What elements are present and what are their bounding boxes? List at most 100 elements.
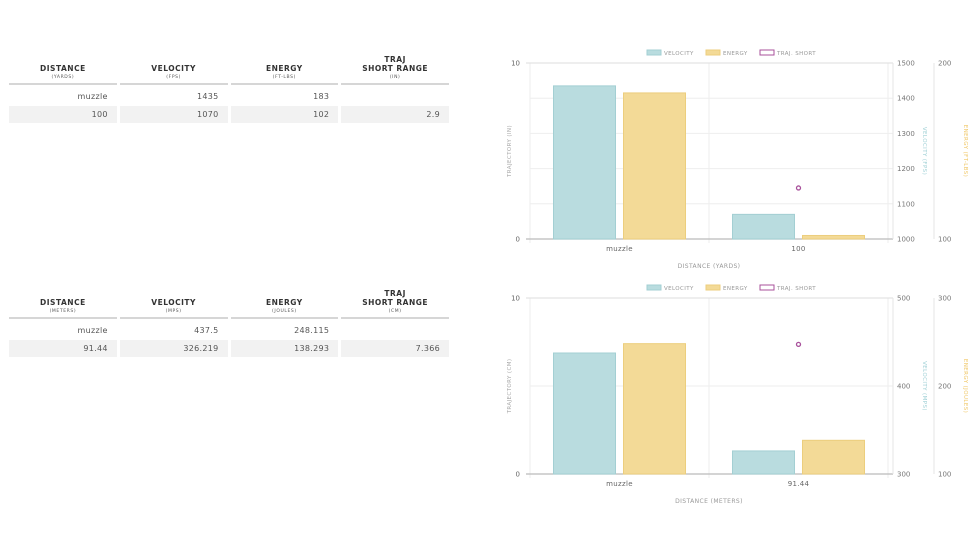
legend-swatch-traj-short <box>759 284 775 291</box>
column-header: VELOCITY (FPS) <box>119 52 228 85</box>
column-header: VELOCITY (MPS) <box>119 286 228 319</box>
x-axis-title: DISTANCE (YARDS) <box>678 263 741 270</box>
traj-axis-title: TRAJECTORY (IN) <box>507 125 513 178</box>
column-header: DISTANCE (YARDS) <box>9 52 117 85</box>
energy-tick-label: 200 <box>938 383 951 391</box>
column-unit: (JOULES) <box>272 309 297 314</box>
traj-tick-label: 0 <box>516 236 520 244</box>
velocity-tick-label: 1100 <box>897 200 915 208</box>
column-unit: (IN) <box>389 75 401 80</box>
imperial-table: DISTANCE (YARDS) VELOCITY (FPS) ENERGY (FT-LB… <box>9 52 449 123</box>
traj-tick-label: 10 <box>511 60 520 68</box>
table-row: 100 1070 102 2.9 <box>9 106 449 123</box>
legend-swatch-velocity <box>646 284 662 291</box>
legend-label: ENERGY <box>723 286 748 292</box>
table-cell: 183 <box>313 92 330 101</box>
velocity-tick-label: 400 <box>897 383 910 391</box>
energy-bar <box>802 439 865 475</box>
x-tick-label: muzzle <box>606 245 633 253</box>
imperial-chart: VELOCITY ENERGY TRAJ. SHORT 0 10 TRAJECTORY (… <box>507 49 968 270</box>
column-header: TRAJ SHORT RANGE (CM) <box>341 286 449 319</box>
table-cell <box>341 322 449 339</box>
table-cell <box>341 88 449 105</box>
velocity-tick-label: 1300 <box>897 130 915 138</box>
table-row: 91.44 326.219 138.293 7.366 <box>9 340 449 357</box>
traj-point <box>795 185 802 191</box>
column-title: DISTANCE <box>40 298 86 307</box>
table-cell: 2.9 <box>341 106 449 123</box>
column-unit: (METERS) <box>49 309 77 314</box>
table-row: muzzle 1435 183 <box>9 88 449 105</box>
legend-swatch-velocity <box>646 49 662 56</box>
column-title: ENERGY <box>266 64 303 73</box>
energy-tick-label: 100 <box>938 236 951 244</box>
column-title: VELOCITY <box>151 64 196 73</box>
energy-bar <box>623 343 686 475</box>
energy-axis-title: ENERGY (JOULES) <box>962 359 968 413</box>
velocity-tick-label: 1500 <box>897 60 915 68</box>
column-unit: (MPS) <box>165 309 182 314</box>
column-title: TRAJ SHORT RANGE <box>362 289 429 307</box>
x-tick-label: muzzle <box>606 480 633 488</box>
legend-label: ENERGY <box>723 51 748 57</box>
column-unit: (FPS) <box>166 75 181 80</box>
energy-tick-label: 100 <box>938 471 951 479</box>
table-cell: 248.115 <box>294 326 330 335</box>
column-header: DISTANCE (METERS) <box>9 286 117 319</box>
legend-label: TRAJ. SHORT <box>776 51 816 57</box>
velocity-bar <box>553 85 616 240</box>
table-cell: 102 <box>230 106 339 123</box>
table-cell: 7.366 <box>341 340 449 357</box>
column-header: ENERGY (FT-LBS) <box>230 52 339 85</box>
column-title: TRAJ SHORT RANGE <box>362 55 429 73</box>
traj-point <box>795 341 802 348</box>
energy-tick-label: 300 <box>938 295 951 303</box>
metric-chart: VELOCITY ENERGY TRAJ. SHORT 0 10 TRAJECTORY (… <box>507 284 968 505</box>
table-cell: 437.5 <box>194 326 219 335</box>
column-unit: (YARDS) <box>51 75 75 80</box>
x-tick-label: 91.44 <box>788 480 810 488</box>
legend-swatch-traj-short <box>759 49 775 56</box>
column-title: ENERGY <box>266 298 303 307</box>
velocity-bar <box>732 450 795 475</box>
table-row: muzzle 437.5 248.115 <box>9 322 449 339</box>
traj-axis-title: TRAJECTORY (CM) <box>507 359 513 415</box>
legend-label: VELOCITY <box>664 286 694 292</box>
table-cell: muzzle <box>77 326 108 335</box>
velocity-tick-label: 1200 <box>897 165 915 173</box>
table-cell: muzzle <box>77 92 108 101</box>
table-cell: 326.219 <box>119 340 228 357</box>
legend-swatch-energy <box>705 284 721 291</box>
legend-label: TRAJ. SHORT <box>776 286 816 292</box>
column-header: ENERGY (JOULES) <box>230 286 339 319</box>
metric-table: DISTANCE (METERS) VELOCITY (MPS) ENERGY (JOUL… <box>9 286 449 357</box>
x-axis-title: DISTANCE (METERS) <box>675 498 743 505</box>
table-cell: 1070 <box>119 106 228 123</box>
energy-bar <box>623 92 686 240</box>
traj-tick-label: 10 <box>511 295 520 303</box>
column-unit: (FT-LBS) <box>272 75 296 80</box>
traj-tick-label: 0 <box>516 471 520 479</box>
column-title: VELOCITY <box>151 298 196 307</box>
table-cell: 91.44 <box>9 340 117 357</box>
table-cell: 138.293 <box>230 340 339 357</box>
velocity-tick-label: 300 <box>897 471 910 479</box>
velocity-tick-label: 1400 <box>897 95 915 103</box>
legend-label: VELOCITY <box>664 51 694 57</box>
column-title: DISTANCE <box>40 64 86 73</box>
energy-tick-label: 200 <box>938 60 951 68</box>
energy-axis-title: ENERGY (FT-LBS) <box>962 125 968 177</box>
column-unit: (CM) <box>388 309 402 314</box>
table-cell: 1435 <box>196 92 219 101</box>
velocity-tick-label: 500 <box>897 295 910 303</box>
x-tick-label: 100 <box>791 245 805 253</box>
table-header: DISTANCE (METERS) VELOCITY (MPS) ENERGY (JOUL… <box>9 286 449 319</box>
velocity-bar <box>732 213 795 240</box>
table-cell: 100 <box>9 106 117 123</box>
energy-bar <box>802 234 865 240</box>
velocity-tick-label: 1000 <box>897 236 915 244</box>
column-header: TRAJ SHORT RANGE (IN) <box>341 52 449 85</box>
table-header: DISTANCE (YARDS) VELOCITY (FPS) ENERGY (FT-LB… <box>9 52 449 85</box>
velocity-axis-title: VELOCITY (MPS) <box>921 361 927 411</box>
velocity-axis-title: VELOCITY (FPS) <box>921 127 927 175</box>
